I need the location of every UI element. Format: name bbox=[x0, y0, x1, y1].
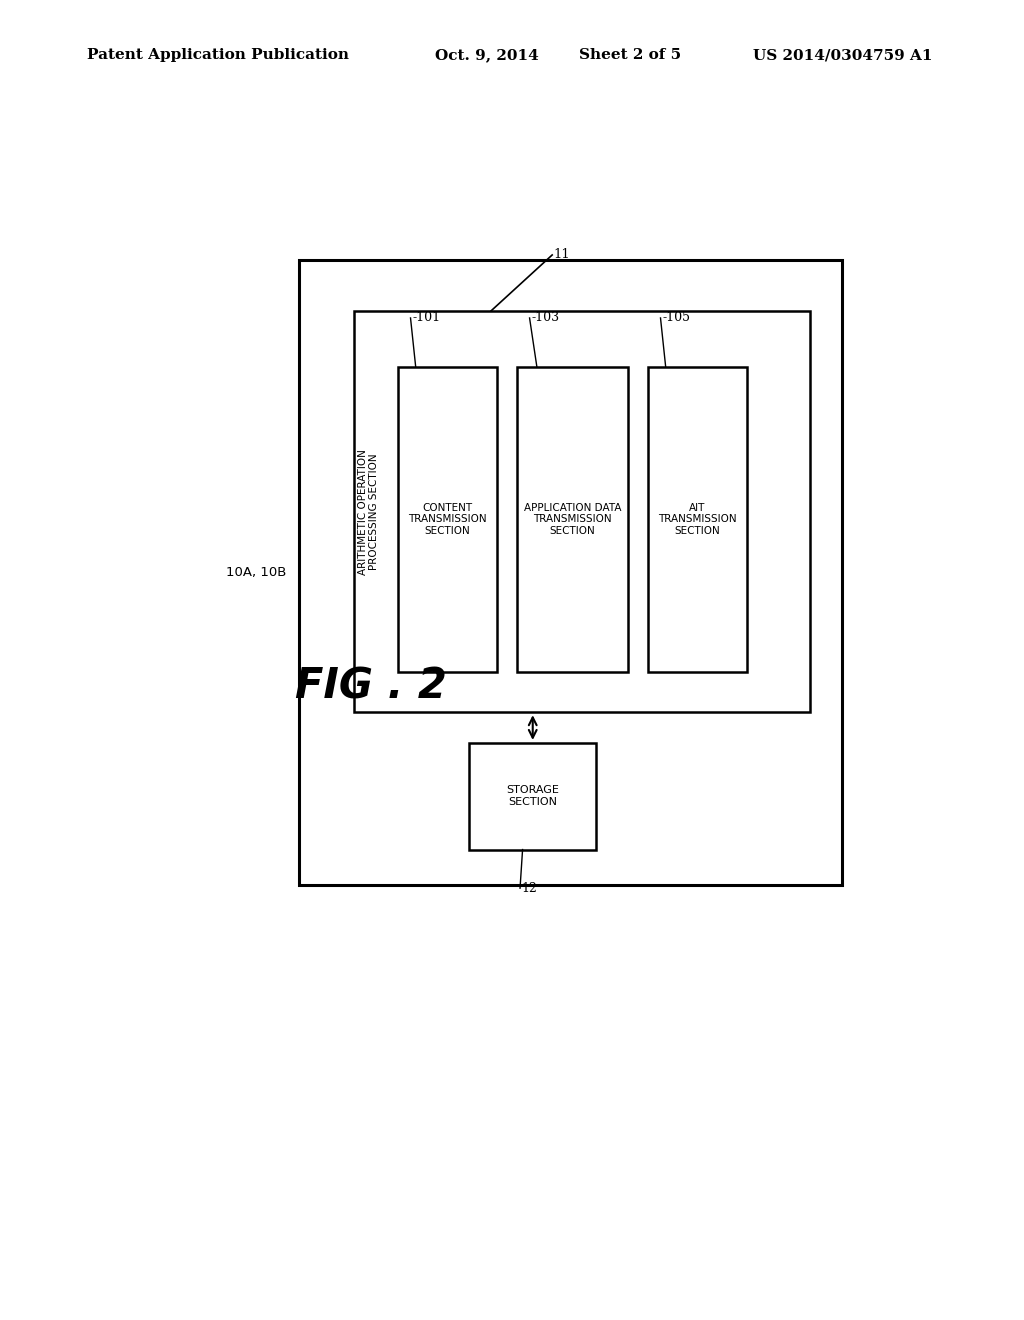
Text: AIT
TRANSMISSION
SECTION: AIT TRANSMISSION SECTION bbox=[658, 503, 736, 536]
Text: -101: -101 bbox=[412, 312, 440, 325]
Text: -105: -105 bbox=[663, 312, 690, 325]
Text: CONTENT
TRANSMISSION
SECTION: CONTENT TRANSMISSION SECTION bbox=[409, 503, 486, 536]
Text: ARITHMETIC OPERATION
PROCESSING SECTION: ARITHMETIC OPERATION PROCESSING SECTION bbox=[357, 449, 379, 574]
Text: STORAGE
SECTION: STORAGE SECTION bbox=[506, 785, 559, 807]
Text: APPLICATION DATA
TRANSMISSION
SECTION: APPLICATION DATA TRANSMISSION SECTION bbox=[523, 503, 622, 536]
Text: 10A, 10B: 10A, 10B bbox=[226, 566, 287, 579]
Text: 12: 12 bbox=[521, 882, 538, 895]
Bar bbox=[517, 367, 628, 672]
Text: -103: -103 bbox=[531, 312, 559, 325]
Text: Oct. 9, 2014: Oct. 9, 2014 bbox=[435, 49, 539, 62]
Text: FIG . 2: FIG . 2 bbox=[295, 665, 446, 708]
Bar bbox=[397, 367, 497, 672]
Text: 11: 11 bbox=[554, 248, 570, 261]
Bar bbox=[354, 312, 811, 713]
Bar bbox=[648, 367, 748, 672]
Bar bbox=[299, 260, 843, 886]
Text: Patent Application Publication: Patent Application Publication bbox=[87, 49, 349, 62]
Text: US 2014/0304759 A1: US 2014/0304759 A1 bbox=[753, 49, 932, 62]
Bar bbox=[469, 743, 596, 850]
Text: Sheet 2 of 5: Sheet 2 of 5 bbox=[579, 49, 681, 62]
